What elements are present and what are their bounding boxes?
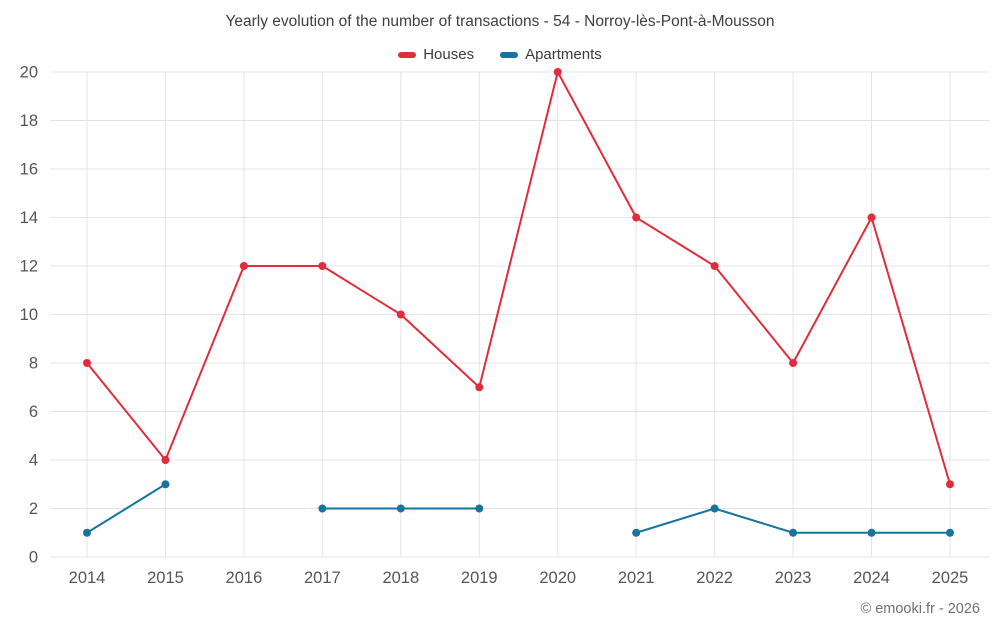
data-point-apartments[interactable] bbox=[475, 504, 484, 513]
data-point-apartments[interactable] bbox=[946, 528, 954, 537]
y-tick-label: 4 bbox=[29, 452, 38, 470]
data-point-houses[interactable] bbox=[239, 262, 248, 270]
y-tick-label: 2 bbox=[29, 500, 38, 518]
legend-label-houses: Houses bbox=[423, 46, 475, 63]
data-point-houses[interactable] bbox=[161, 456, 170, 464]
chart-title: Yearly evolution of the number of transa… bbox=[225, 13, 775, 30]
y-tick-label: 0 bbox=[29, 549, 38, 567]
legend-item-houses[interactable]: Houses bbox=[398, 46, 474, 63]
series-line-houses bbox=[86, 71, 951, 485]
data-point-apartments[interactable] bbox=[789, 528, 798, 537]
data-point-houses[interactable] bbox=[632, 213, 641, 222]
legend-item-apartments[interactable]: Apartments bbox=[500, 46, 602, 63]
y-tick-label: 14 bbox=[20, 209, 38, 227]
data-point-houses[interactable] bbox=[867, 213, 876, 222]
y-tick-label: 18 bbox=[20, 112, 38, 130]
x-tick-label: 2020 bbox=[539, 569, 576, 587]
x-tick-label: 2014 bbox=[69, 569, 106, 587]
legend-swatch-apartments bbox=[500, 51, 519, 58]
y-tick-label: 20 bbox=[20, 64, 38, 82]
legend-label-apartments: Apartments bbox=[525, 46, 602, 63]
y-tick-label: 10 bbox=[20, 306, 38, 324]
y-tick-label: 6 bbox=[29, 403, 38, 421]
data-point-houses[interactable] bbox=[789, 359, 798, 367]
chart-credit: © emooki.fr - 2026 bbox=[860, 601, 980, 617]
data-point-houses[interactable] bbox=[710, 262, 719, 270]
data-point-apartments[interactable] bbox=[710, 504, 719, 513]
chart-legend: Houses Apartments bbox=[0, 46, 1000, 63]
x-tick-label: 2016 bbox=[226, 569, 263, 587]
x-tick-label: 2023 bbox=[775, 569, 812, 587]
data-point-apartments[interactable] bbox=[632, 528, 641, 537]
legend-swatch-houses bbox=[398, 51, 417, 58]
data-point-houses[interactable] bbox=[475, 383, 484, 392]
x-tick-label: 2019 bbox=[461, 569, 498, 587]
data-point-houses[interactable] bbox=[946, 480, 954, 489]
data-point-houses[interactable] bbox=[396, 310, 405, 319]
y-tick-label: 16 bbox=[20, 161, 38, 179]
x-tick-label: 2024 bbox=[853, 569, 890, 587]
data-point-apartments[interactable] bbox=[867, 528, 876, 537]
x-tick-label: 2017 bbox=[304, 569, 341, 587]
x-tick-label: 2022 bbox=[696, 569, 733, 587]
x-tick-label: 2021 bbox=[618, 569, 655, 587]
data-point-apartments[interactable] bbox=[318, 504, 327, 513]
data-point-apartments[interactable] bbox=[396, 504, 405, 513]
data-point-apartments[interactable] bbox=[83, 528, 91, 537]
y-tick-label: 8 bbox=[29, 355, 38, 373]
data-point-houses[interactable] bbox=[318, 262, 327, 270]
data-point-houses[interactable] bbox=[83, 359, 91, 367]
y-tick-label: 12 bbox=[20, 258, 38, 276]
data-point-apartments[interactable] bbox=[161, 480, 170, 489]
x-tick-label: 2018 bbox=[382, 569, 419, 587]
x-tick-label: 2025 bbox=[932, 569, 969, 587]
x-tick-label: 2015 bbox=[147, 569, 184, 587]
data-point-houses[interactable] bbox=[553, 68, 562, 76]
